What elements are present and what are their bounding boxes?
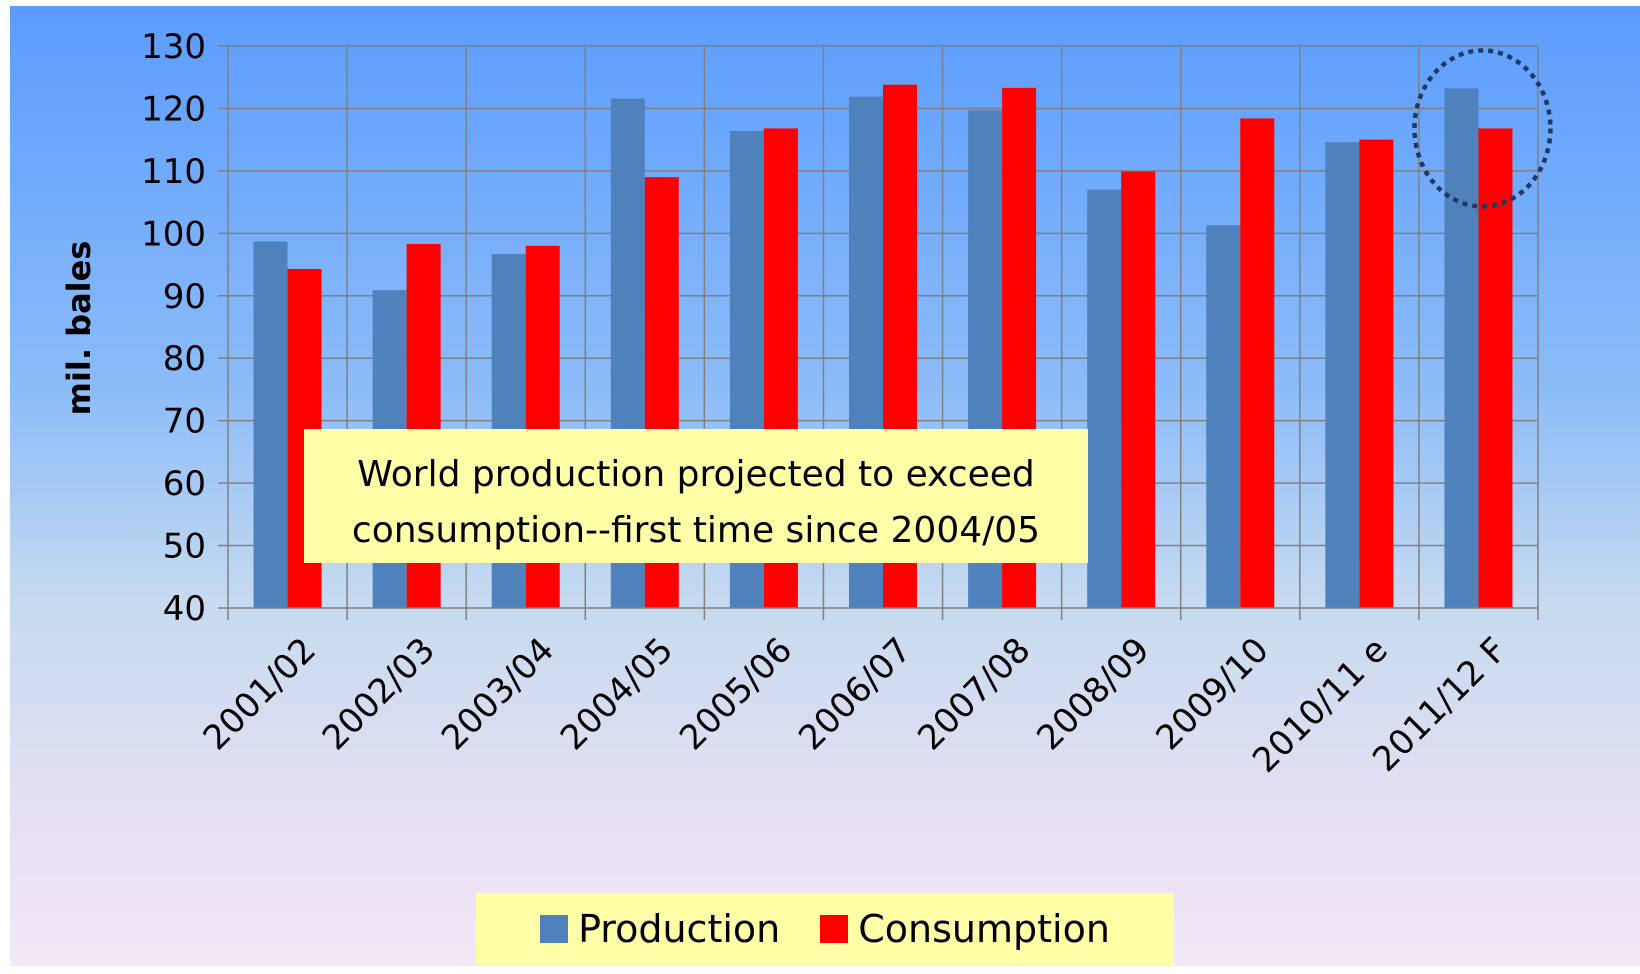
y-tick-label-110: 110 [141,152,206,192]
x-tick-label-4: 2005/06 [672,630,800,758]
y-tick-label-120: 120 [141,89,206,129]
y-tick-label-130: 130 [141,27,206,67]
y-tick-label-90: 90 [163,277,206,317]
legend-swatch-consumption [820,915,849,943]
legend-swatch-production [540,915,569,943]
y-tick-label-100: 100 [141,214,206,254]
legend: Production Consumption [476,893,1174,965]
y-tick-label-50: 50 [163,527,206,567]
bar-production-0 [253,241,288,608]
bar-consumption-9 [1359,139,1394,608]
annotation-box: World production projected to exceed con… [304,429,1088,563]
bar-consumption-10 [1478,128,1513,608]
bar-production-10 [1444,88,1479,608]
bar-production-9 [1325,142,1360,609]
x-tick-label-3: 2004/05 [553,630,681,758]
x-tick-labels: 2001/022002/032003/042004/052005/062006/… [196,630,1515,781]
y-tick-label-80: 80 [163,339,206,379]
annotation-line-1: World production projected to exceed [357,454,1035,495]
x-tick-label-5: 2006/07 [791,630,919,758]
legend-label-production: Production [578,907,781,951]
legend-label-consumption: Consumption [858,907,1110,951]
bar-production-8 [1206,225,1241,608]
y-tick-labels: 40 50 60 70 80 90 100 110 120 130 [141,27,206,629]
bar-production-7 [1087,189,1122,608]
y-tick-label-60: 60 [163,464,206,504]
axes [218,45,1539,620]
x-tick-label-0: 2001/02 [196,630,324,758]
x-tick-label-6: 2007/08 [910,630,1038,758]
y-tick-label-40: 40 [163,589,206,629]
highlight-circle [1412,48,1553,209]
x-tick-label-2: 2003/04 [434,630,562,758]
y-tick-label-70: 70 [163,402,206,442]
bar-consumption-7 [1121,171,1156,608]
legend-item-consumption: Consumption [820,907,1110,951]
y-axis-label: mil. bales [60,241,98,416]
chart-area: 40 50 60 70 80 90 100 110 120 130 2001/02 2002/03 2… [10,6,1640,966]
annotation-line-2: consumption--first time since 2004/05 [351,510,1041,551]
legend-item-production: Production [540,907,780,951]
x-tick-label-7: 2008/09 [1029,630,1157,758]
bar-consumption-8 [1240,118,1275,609]
x-tick-label-1: 2002/03 [315,630,443,758]
